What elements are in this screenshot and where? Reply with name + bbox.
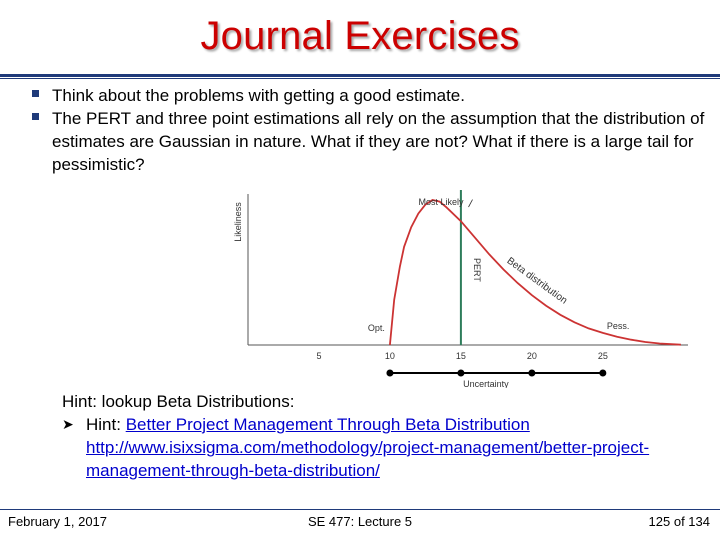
title-divider	[0, 74, 720, 77]
arrow-bullet-icon: ➤	[62, 416, 74, 432]
annotation-most-likely-pointer	[468, 199, 473, 208]
hint-heading: Hint: lookup Beta Distributions:	[62, 392, 295, 411]
title-divider-thin	[0, 78, 720, 79]
annotation-opt: Opt.	[368, 323, 385, 333]
square-bullet-icon	[32, 90, 39, 97]
footer-date: February 1, 2017	[8, 514, 108, 529]
beta-curve	[389, 199, 681, 346]
x-tick-label: 25	[598, 351, 608, 361]
x-tick-label: 10	[385, 351, 395, 361]
uncertainty-marker	[599, 369, 607, 377]
uncertainty-marker	[528, 369, 536, 377]
square-bullet-icon	[32, 113, 39, 120]
uncertainty-marker	[457, 369, 465, 377]
annotation-most-likely: Most Likely	[419, 197, 465, 207]
hint-prefix: Hint:	[86, 415, 126, 434]
hint-line: ➤ Hint: Better Project Management Throug…	[62, 413, 702, 482]
hint-url-link[interactable]: http://www.isixsigma.com/methodology/pro…	[86, 438, 650, 480]
pert-label: PERT	[472, 258, 482, 282]
uncertainty-marker	[386, 369, 394, 377]
bullet-text: Think about the problems with getting a …	[52, 86, 465, 105]
bullet-item: The PERT and three point estimations all…	[32, 107, 712, 176]
bullet-text: The PERT and three point estimations all…	[52, 109, 705, 174]
bullet-list: Think about the problems with getting a …	[32, 84, 712, 176]
annotation-pess: Pess.	[607, 321, 630, 331]
x-tick-label: 15	[456, 351, 466, 361]
hint-block: Hint: lookup Beta Distributions: ➤ Hint:…	[62, 390, 702, 482]
footer-course: SE 477: Lecture 5	[307, 514, 413, 529]
bullet-item: Think about the problems with getting a …	[32, 84, 712, 107]
y-axis-label: Likeliness	[233, 202, 243, 242]
x-tick-label: 20	[527, 351, 537, 361]
slide-title: Journal Exercises	[200, 14, 520, 58]
footer-divider	[0, 509, 720, 510]
hint-article-link[interactable]: Better Project Management Through Beta D…	[125, 415, 530, 434]
x-tick-label: 5	[316, 351, 321, 361]
footer-page-number: 125 of 134	[648, 514, 710, 529]
x-axis-label: Uncertainty	[463, 379, 509, 388]
